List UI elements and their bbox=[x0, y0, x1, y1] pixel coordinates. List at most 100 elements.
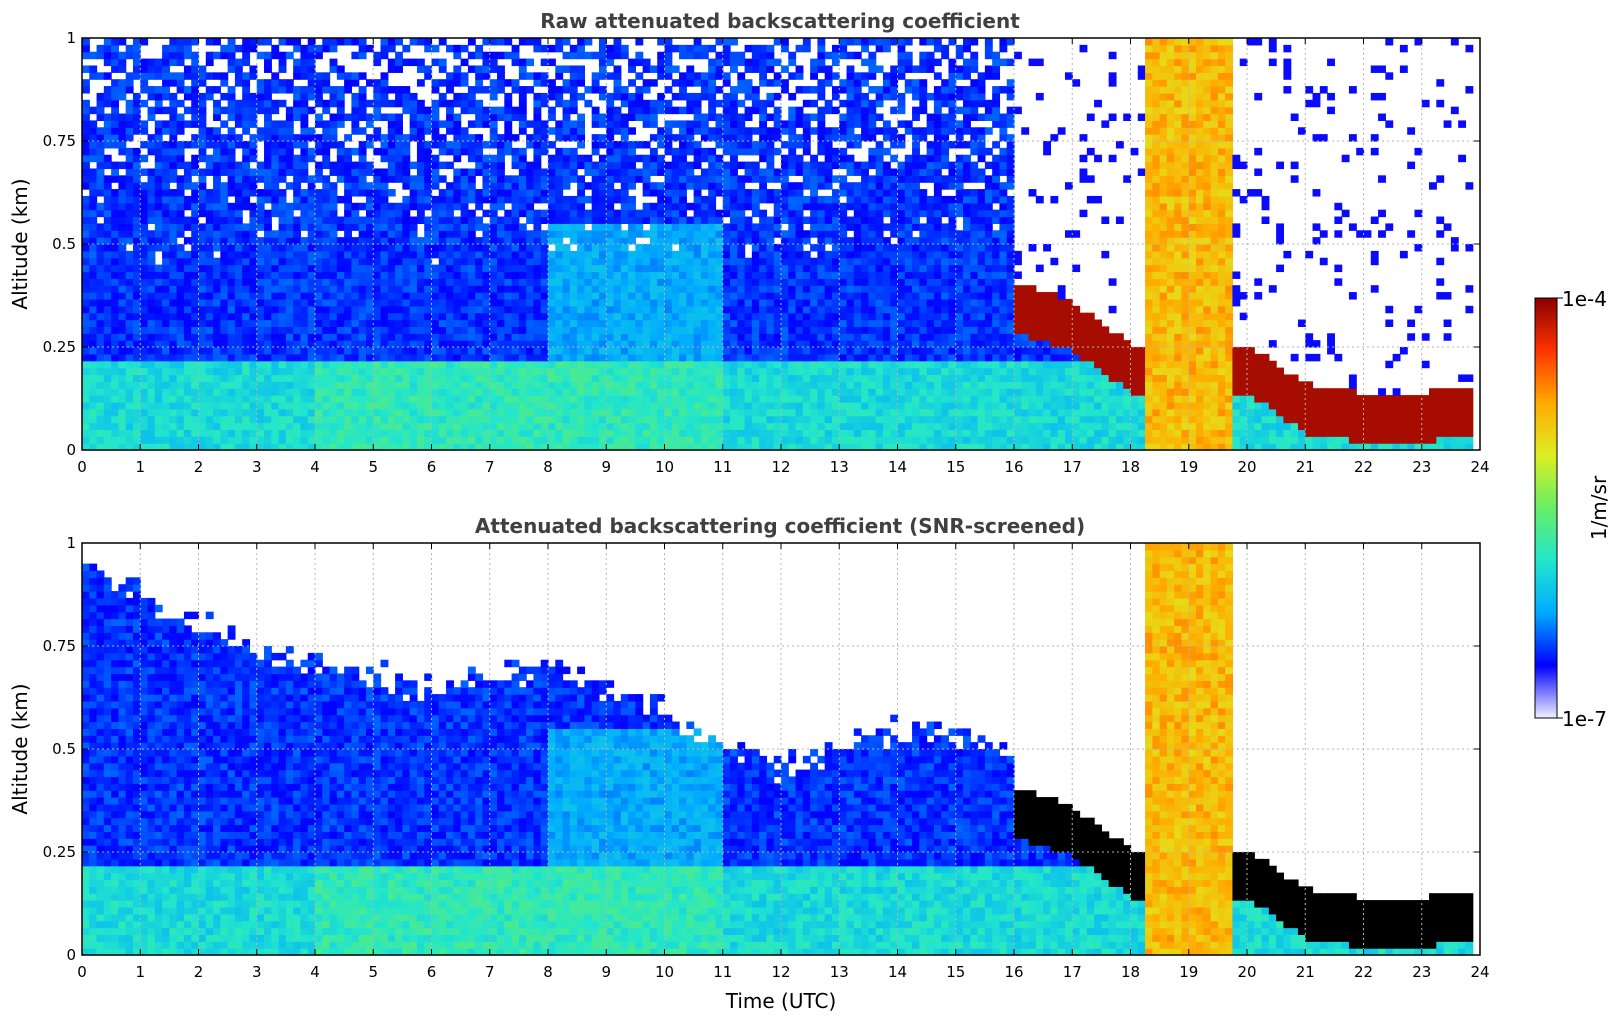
heatmap-cell bbox=[497, 395, 505, 403]
heatmap-cell bbox=[365, 367, 374, 376]
heatmap-cell bbox=[307, 223, 316, 231]
heatmap-cell bbox=[293, 141, 302, 149]
heatmap-cell bbox=[395, 312, 403, 321]
heatmap-cell bbox=[613, 147, 622, 156]
heatmap-cell bbox=[613, 257, 622, 266]
heatmap-cell bbox=[569, 230, 578, 238]
heatmap-cell bbox=[613, 230, 622, 238]
heatmap-cell bbox=[460, 58, 469, 67]
heatmap-cell bbox=[671, 120, 680, 128]
heatmap-cell bbox=[344, 209, 353, 218]
heatmap-cell bbox=[511, 340, 520, 348]
heatmap-cell bbox=[577, 285, 586, 293]
heatmap-cell bbox=[679, 292, 687, 300]
heatmap-cell bbox=[358, 264, 367, 273]
heatmap-cell bbox=[132, 381, 141, 389]
heatmap-cell bbox=[759, 250, 768, 259]
heatmap-cell bbox=[744, 202, 753, 211]
heatmap-cell bbox=[205, 161, 214, 170]
heatmap-cell bbox=[424, 182, 433, 190]
heatmap-cell bbox=[365, 182, 374, 190]
heatmap-cell bbox=[264, 79, 272, 87]
heatmap-cell bbox=[453, 230, 462, 238]
heatmap-cell bbox=[118, 278, 127, 286]
heatmap-cell bbox=[511, 175, 520, 183]
heatmap-cell bbox=[751, 429, 760, 437]
heatmap-cell bbox=[154, 127, 163, 135]
heatmap-cell bbox=[562, 113, 571, 121]
heatmap-cell bbox=[191, 278, 200, 286]
heatmap-cell bbox=[307, 216, 316, 224]
heatmap-cell bbox=[657, 395, 666, 403]
heatmap-cell bbox=[686, 161, 695, 170]
heatmap-cell bbox=[140, 58, 149, 67]
heatmap-cell bbox=[722, 38, 731, 46]
heatmap-cell bbox=[664, 58, 673, 67]
heatmap-cell bbox=[82, 305, 90, 314]
heatmap-cell bbox=[111, 312, 120, 321]
heatmap-cell bbox=[518, 161, 527, 170]
heatmap-cell bbox=[176, 154, 185, 163]
heatmap-cell bbox=[249, 312, 258, 321]
heatmap-cell bbox=[264, 340, 272, 348]
heatmap-cell bbox=[686, 51, 695, 60]
heatmap-cell bbox=[271, 298, 280, 307]
heatmap-cell bbox=[540, 182, 549, 190]
heatmap-cell bbox=[548, 285, 556, 293]
heatmap-cell bbox=[118, 429, 127, 437]
heatmap-cell bbox=[132, 319, 141, 327]
heatmap-cell bbox=[584, 415, 593, 424]
heatmap-cell bbox=[416, 189, 425, 197]
heatmap-cell bbox=[191, 388, 200, 396]
heatmap-cell bbox=[649, 189, 658, 197]
heatmap-cell bbox=[132, 168, 141, 176]
heatmap-cell bbox=[730, 360, 738, 369]
heatmap-cell bbox=[402, 374, 411, 382]
heatmap-cell bbox=[103, 381, 112, 389]
heatmap-cell bbox=[679, 395, 687, 403]
heatmap-cell bbox=[606, 223, 615, 231]
heatmap-cell bbox=[380, 141, 389, 149]
heatmap-cell bbox=[402, 99, 411, 108]
heatmap-cell bbox=[620, 360, 629, 369]
heatmap-cell bbox=[504, 230, 513, 238]
heatmap-cell bbox=[111, 120, 120, 128]
heatmap-cell bbox=[518, 298, 527, 307]
heatmap-cell bbox=[344, 134, 353, 142]
heatmap-cell bbox=[271, 141, 280, 149]
heatmap-cell bbox=[759, 209, 768, 218]
heatmap-cell bbox=[256, 319, 265, 327]
heatmap-cell bbox=[671, 326, 680, 334]
heatmap-cell bbox=[649, 244, 658, 252]
heatmap-cell bbox=[671, 216, 680, 224]
heatmap-cell bbox=[424, 367, 433, 376]
heatmap-cell bbox=[649, 257, 658, 266]
heatmap-cell bbox=[402, 271, 411, 279]
heatmap-cell bbox=[329, 401, 338, 410]
heatmap-cell bbox=[373, 106, 382, 115]
heatmap-cell bbox=[89, 292, 98, 300]
heatmap-cell bbox=[700, 292, 709, 300]
heatmap-cell bbox=[526, 443, 535, 451]
heatmap-cell bbox=[438, 353, 447, 362]
heatmap-cell bbox=[387, 408, 396, 417]
heatmap-cell bbox=[606, 388, 615, 396]
heatmap-cell bbox=[497, 195, 505, 204]
heatmap-cell bbox=[569, 347, 578, 355]
heatmap-cell bbox=[569, 72, 578, 80]
heatmap-cell bbox=[198, 319, 207, 327]
heatmap-cell bbox=[737, 237, 746, 245]
heatmap-cell bbox=[453, 72, 462, 80]
heatmap-cell bbox=[511, 58, 520, 67]
heatmap-cell bbox=[511, 353, 520, 362]
heatmap-cell bbox=[205, 154, 214, 163]
heatmap-cell bbox=[613, 195, 622, 204]
heatmap-cell bbox=[300, 319, 309, 327]
heatmap-cell bbox=[409, 264, 418, 273]
heatmap-cell bbox=[424, 353, 433, 362]
heatmap-cell bbox=[598, 401, 607, 410]
heatmap-cell bbox=[249, 99, 258, 108]
heatmap-cell bbox=[191, 326, 200, 334]
heatmap-cell bbox=[118, 209, 127, 218]
heatmap-cell bbox=[140, 168, 149, 176]
